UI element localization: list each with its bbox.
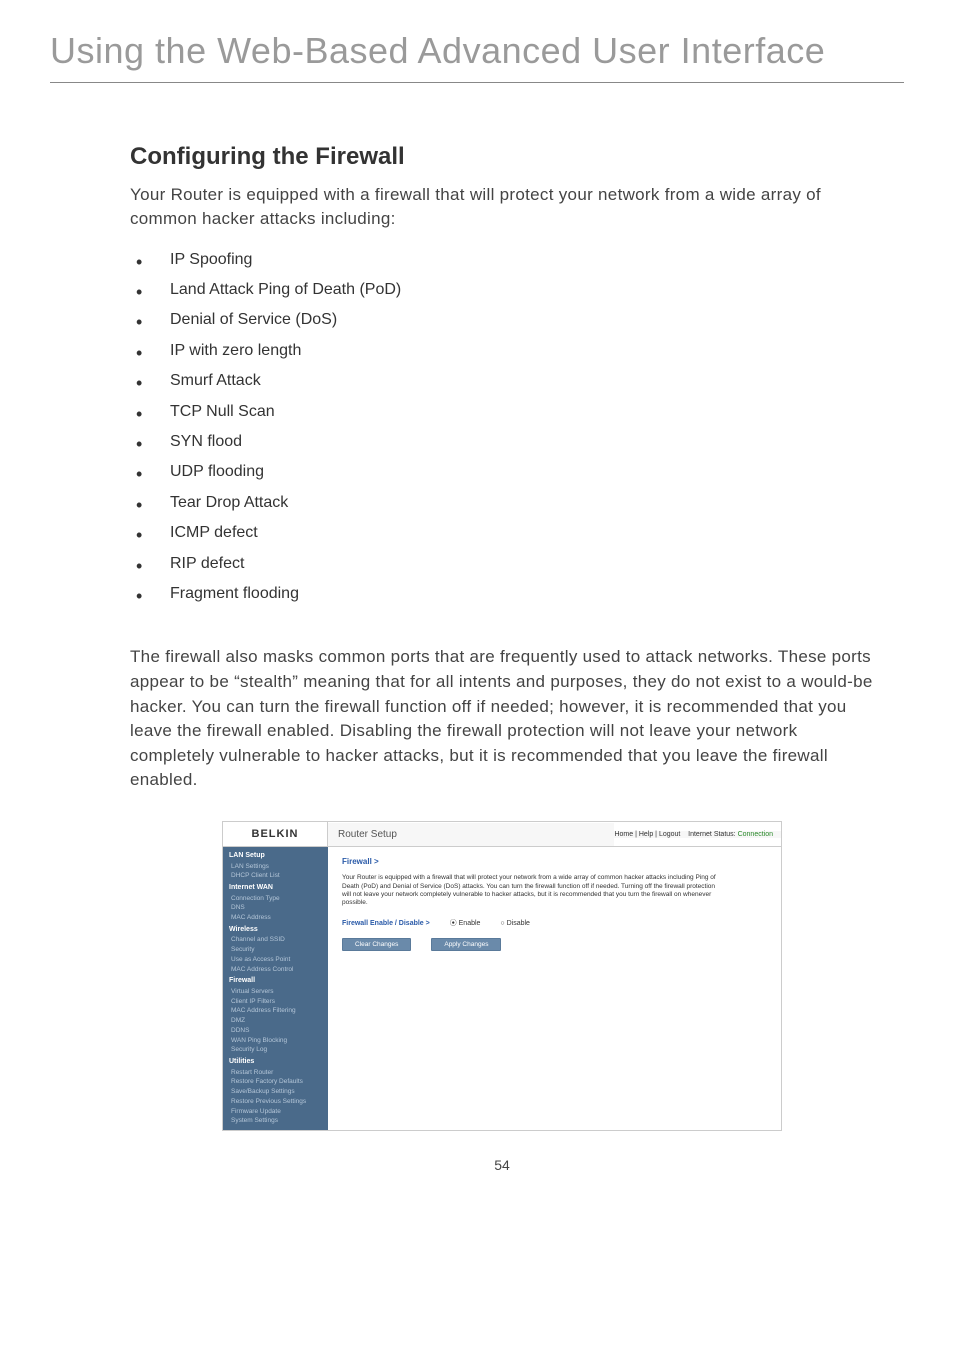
- firewall-description: Your Router is equipped with a firewall …: [342, 874, 722, 908]
- sidebar-item[interactable]: Security: [229, 945, 322, 955]
- sidebar-item[interactable]: MAC Address Filtering: [229, 1006, 322, 1016]
- brand-logo: BELKIN: [223, 822, 328, 846]
- sidebar-head-wan[interactable]: Internet WAN: [229, 883, 322, 894]
- sidebar-item[interactable]: DDNS: [229, 1026, 322, 1036]
- list-item: Denial of Service (DoS): [130, 305, 874, 335]
- sidebar-item[interactable]: System Settings: [229, 1116, 322, 1126]
- router-main: Firewall > Your Router is equipped with …: [328, 847, 781, 1130]
- router-header-title: Router Setup: [328, 823, 614, 846]
- list-item: TCP Null Scan: [130, 397, 874, 427]
- list-item: RIP defect: [130, 549, 874, 579]
- body-paragraph: The firewall also masks common ports tha…: [130, 645, 874, 793]
- router-header: BELKIN Router Setup Home | Help | Logout…: [223, 822, 781, 847]
- sidebar-item[interactable]: DNS: [229, 903, 322, 913]
- clear-changes-button[interactable]: Clear Changes: [342, 938, 411, 951]
- status-value: Connection: [738, 831, 773, 838]
- sidebar-head-wireless[interactable]: Wireless: [229, 925, 322, 936]
- page-title: Using the Web-Based Advanced User Interf…: [50, 30, 904, 83]
- sidebar-item[interactable]: Channel and SSID: [229, 935, 322, 945]
- nav-links[interactable]: Home | Help | Logout: [614, 831, 680, 838]
- page-number: 54: [130, 1157, 874, 1173]
- list-item: ICMP defect: [130, 518, 874, 548]
- sidebar-item[interactable]: Save/Backup Settings: [229, 1087, 322, 1097]
- sidebar-item[interactable]: Restore Factory Defaults: [229, 1077, 322, 1087]
- router-screenshot: BELKIN Router Setup Home | Help | Logout…: [222, 821, 782, 1131]
- top-links: Home | Help | Logout Internet Status: Co…: [614, 831, 781, 838]
- breadcrumb: Firewall >: [342, 857, 767, 866]
- list-item: UDP flooding: [130, 457, 874, 487]
- sidebar-item[interactable]: DMZ: [229, 1016, 322, 1026]
- sidebar-item[interactable]: Security Log: [229, 1045, 322, 1055]
- list-item: Tear Drop Attack: [130, 488, 874, 518]
- router-sidebar: LAN Setup LAN Settings DHCP Client List …: [223, 847, 328, 1130]
- sidebar-item[interactable]: Firmware Update: [229, 1107, 322, 1117]
- sidebar-item[interactable]: LAN Settings: [229, 862, 322, 872]
- status-label: Internet Status:: [688, 831, 735, 838]
- sidebar-item[interactable]: Connection Type: [229, 894, 322, 904]
- sidebar-item[interactable]: Virtual Servers: [229, 987, 322, 997]
- sidebar-item[interactable]: Restart Router: [229, 1068, 322, 1078]
- list-item: Smurf Attack: [130, 366, 874, 396]
- list-item: IP with zero length: [130, 336, 874, 366]
- firewall-toggle-row: Firewall Enable / Disable > ⦿ Enable ○ D…: [342, 918, 767, 928]
- attack-list: IP Spoofing Land Attack Ping of Death (P…: [130, 245, 874, 610]
- list-item: IP Spoofing: [130, 245, 874, 275]
- sidebar-item[interactable]: MAC Address Control: [229, 965, 322, 975]
- sidebar-head-firewall[interactable]: Firewall: [229, 976, 322, 987]
- list-item: Fragment flooding: [130, 579, 874, 609]
- list-item: Land Attack Ping of Death (PoD): [130, 275, 874, 305]
- sidebar-item[interactable]: Use as Access Point: [229, 955, 322, 965]
- section-heading: Configuring the Firewall: [130, 143, 874, 171]
- radio-enable[interactable]: ⦿ Enable: [450, 920, 481, 927]
- radio-disable[interactable]: ○ Disable: [500, 920, 530, 927]
- sidebar-item[interactable]: Client IP Filters: [229, 997, 322, 1007]
- list-item: SYN flood: [130, 427, 874, 457]
- sidebar-item[interactable]: Restore Previous Settings: [229, 1097, 322, 1107]
- sidebar-item[interactable]: DHCP Client List: [229, 871, 322, 881]
- sidebar-item[interactable]: WAN Ping Blocking: [229, 1036, 322, 1046]
- sidebar-head-utilities[interactable]: Utilities: [229, 1057, 322, 1068]
- sidebar-head-lan[interactable]: LAN Setup: [229, 851, 322, 862]
- intro-text: Your Router is equipped with a firewall …: [130, 183, 874, 231]
- form-label: Firewall Enable / Disable >: [342, 920, 430, 927]
- apply-changes-button[interactable]: Apply Changes: [431, 938, 501, 951]
- sidebar-item[interactable]: MAC Address: [229, 913, 322, 923]
